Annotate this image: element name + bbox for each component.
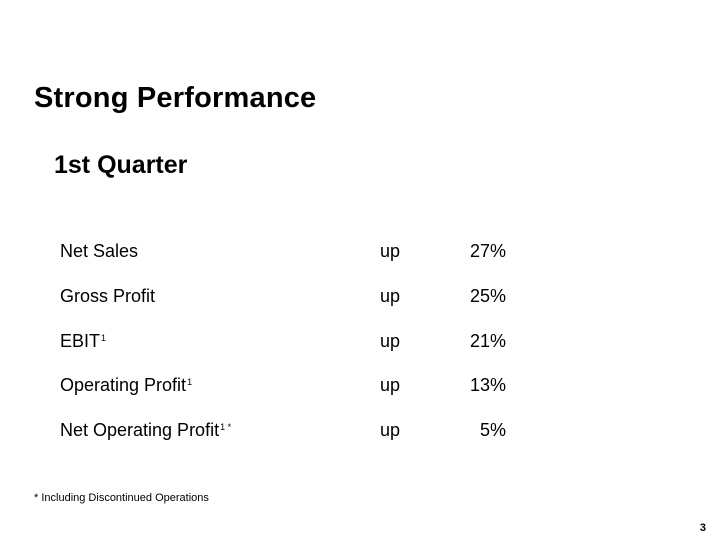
metric-direction: up (380, 331, 401, 351)
metric-label: Gross Profit (60, 286, 155, 307)
metric-direction: up (380, 286, 401, 306)
metric-value: 21% (469, 331, 506, 351)
metric-label: Operating Profit1 (60, 375, 192, 396)
metric-row-ebit: EBIT1 up 21% (0, 331, 720, 359)
page-number: 3 (699, 522, 706, 534)
metric-direction: up (380, 420, 401, 440)
metric-label-text: Net Operating Profit (60, 420, 220, 440)
metric-label-text: Net Sales (60, 241, 139, 261)
metric-label: Net Sales (60, 241, 138, 262)
metric-label: Net Operating Profit1 * (60, 420, 231, 441)
metric-label: EBIT1 (60, 331, 106, 352)
metric-label-text: Gross Profit (60, 286, 156, 306)
metric-row-net-sales: Net Sales up 27% (0, 241, 720, 269)
metric-label-text: Operating Profit (60, 375, 187, 395)
metric-value: 13% (469, 375, 506, 395)
metric-direction: up (380, 375, 401, 395)
metric-value: 27% (469, 241, 506, 261)
metric-row-gross-profit: Gross Profit up 25% (0, 286, 720, 314)
metric-row-operating-profit: Operating Profit1 up 13% (0, 375, 720, 403)
footnote-marker: 1 (187, 377, 193, 387)
metric-direction: up (380, 241, 401, 261)
metric-label-text: EBIT (60, 331, 101, 351)
slide-subtitle: 1st Quarter (54, 151, 188, 179)
slide-title: Strong Performance (34, 82, 317, 114)
metric-value: 5% (479, 420, 506, 440)
metric-row-net-operating-profit: Net Operating Profit1 * up 5% (0, 420, 720, 448)
metric-value: 25% (469, 286, 506, 306)
footnote-marker: 1 * (220, 422, 232, 432)
footnote: * Including Discontinued Operations (34, 492, 209, 504)
footnote-marker: 1 (101, 333, 107, 343)
